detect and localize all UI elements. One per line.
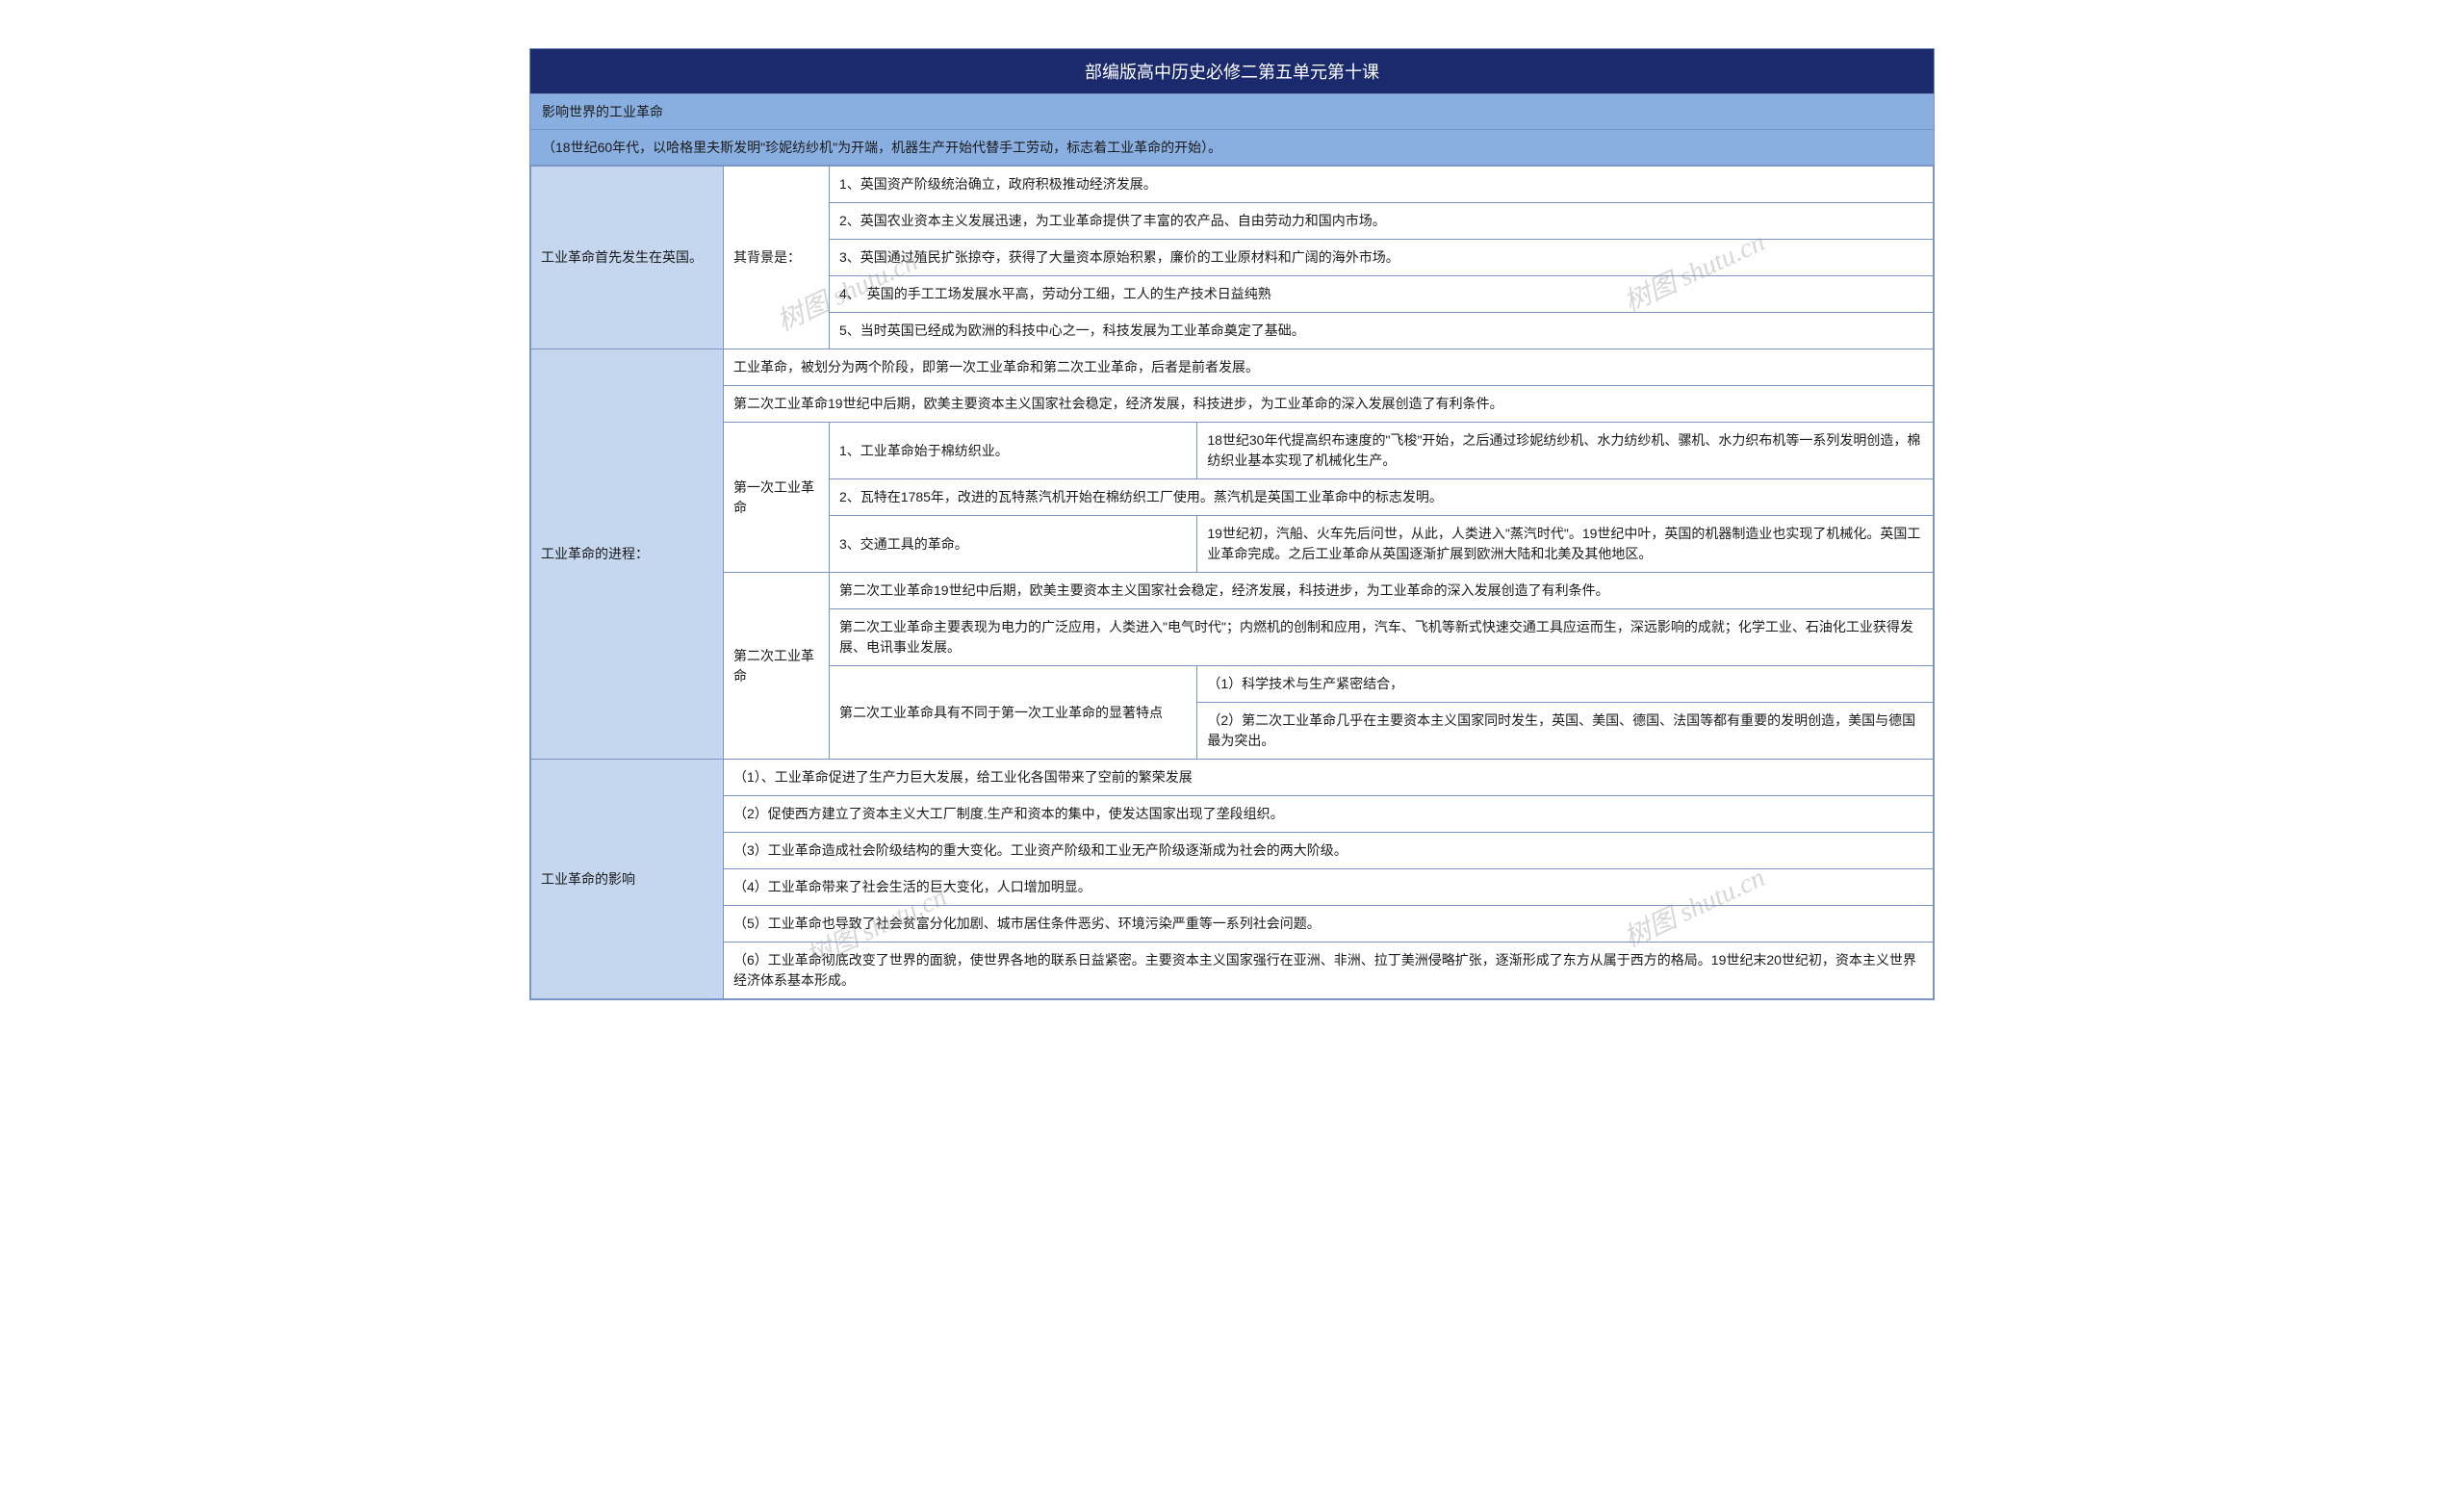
section2-label: 工业革命的进程： — [531, 349, 724, 760]
section3-item: （6）工业革命彻底改变了世界的面貌，使世界各地的联系日益紧密。主要资本主义国家强… — [724, 943, 1934, 999]
section2-second-feature: （2）第二次工业革命几乎在主要资本主义国家同时发生，英国、美国、德国、法国等都有… — [1197, 703, 1934, 760]
section3-item: （4）工业革命带来了社会生活的巨大变化，人口增加明显。 — [724, 869, 1934, 906]
section2-first-label: 第一次工业革命 — [724, 423, 830, 573]
section3-label: 工业革命的影响 — [531, 760, 724, 999]
section1-item: 4、 英国的手工工场发展水平高，劳动分工细，工人的生产技术日益纯熟 — [830, 276, 1934, 313]
section3-item: （3）工业革命造成社会阶级结构的重大变化。工业资产阶级和工业无产阶级逐渐成为社会… — [724, 833, 1934, 869]
section2-second-cell: 第二次工业革命主要表现为电力的广泛应用，人类进入"电气时代"；内燃机的创制和应用… — [830, 609, 1934, 666]
section2-second-cell: 第二次工业革命19世纪中后期，欧美主要资本主义国家社会稳定，经济发展，科技进步，… — [830, 573, 1934, 609]
intro-text: （18世纪60年代，以哈格里夫斯发明"珍妮纺纱机"为开端，机器生产开始代替手工劳… — [542, 140, 1221, 155]
section2-first-cell: 19世纪初，汽船、火车先后问世，从此，人类进入"蒸汽时代"。19世纪中叶，英国的… — [1197, 516, 1934, 573]
section2-first-cell: 2、瓦特在1785年，改进的瓦特蒸汽机开始在棉纺织工厂使用。蒸汽机是英国工业革命… — [830, 479, 1934, 516]
section2-overview: 第二次工业革命19世纪中后期，欧美主要资本主义国家社会稳定，经济发展，科技进步，… — [724, 386, 1934, 423]
section1-label: 工业革命首先发生在英国。 — [531, 167, 724, 349]
intro-row: （18世纪60年代，以哈格里夫斯发明"珍妮纺纱机"为开端，机器生产开始代替手工劳… — [530, 130, 1934, 166]
section2-overview: 工业革命，被划分为两个阶段，即第一次工业革命和第二次工业革命，后者是前者发展。 — [724, 349, 1934, 386]
section2-second-label: 第二次工业革命 — [724, 573, 830, 760]
section1-item: 3、英国通过殖民扩张掠夺，获得了大量资本原始积累，廉价的工业原材料和广阔的海外市… — [830, 240, 1934, 276]
section2-first-cell: 1、工业革命始于棉纺织业。 — [830, 423, 1197, 479]
section3-item: （1）、工业革命促进了生产力巨大发展，给工业化各国带来了空前的繁荣发展 — [724, 760, 1934, 796]
section3-item: （5）工业革命也导致了社会贫富分化加剧、城市居住条件恶劣、环境污染严重等一系列社… — [724, 906, 1934, 943]
title-text: 部编版高中历史必修二第五单元第十课 — [1085, 63, 1379, 82]
section1-item: 2、英国农业资本主义发展迅速，为工业革命提供了丰富的农产品、自由劳动力和国内市场… — [830, 203, 1934, 240]
section1-sublabel: 其背景是： — [724, 167, 830, 349]
subtitle-text: 影响世界的工业革命 — [542, 104, 663, 119]
section2-first-cell: 3、交通工具的革命。 — [830, 516, 1197, 573]
section1-item: 1、英国资产阶级统治确立，政府积极推动经济发展。 — [830, 167, 1934, 203]
history-outline-diagram: 部编版高中历史必修二第五单元第十课 影响世界的工业革命 （18世纪60年代，以哈… — [529, 48, 1935, 1000]
section1-item: 5、当时英国已经成为欧洲的科技中心之一，科技发展为工业革命奠定了基础。 — [830, 313, 1934, 349]
title-bar: 部编版高中历史必修二第五单元第十课 — [530, 49, 1934, 94]
outline-table: 工业革命首先发生在英国。 其背景是： 1、英国资产阶级统治确立，政府积极推动经济… — [530, 166, 1934, 999]
section3-item: （2）促使西方建立了资本主义大工厂制度.生产和资本的集中，使发达国家出现了垄段组… — [724, 796, 1934, 833]
section2-second-feature-label: 第二次工业革命具有不同于第一次工业革命的显著特点 — [830, 666, 1197, 760]
section2-second-feature: （1）科学技术与生产紧密结合， — [1197, 666, 1934, 703]
section2-first-cell: 18世纪30年代提高织布速度的"飞梭"开始，之后通过珍妮纺纱机、水力纺纱机、骡机… — [1197, 423, 1934, 479]
subtitle-row: 影响世界的工业革命 — [530, 94, 1934, 130]
